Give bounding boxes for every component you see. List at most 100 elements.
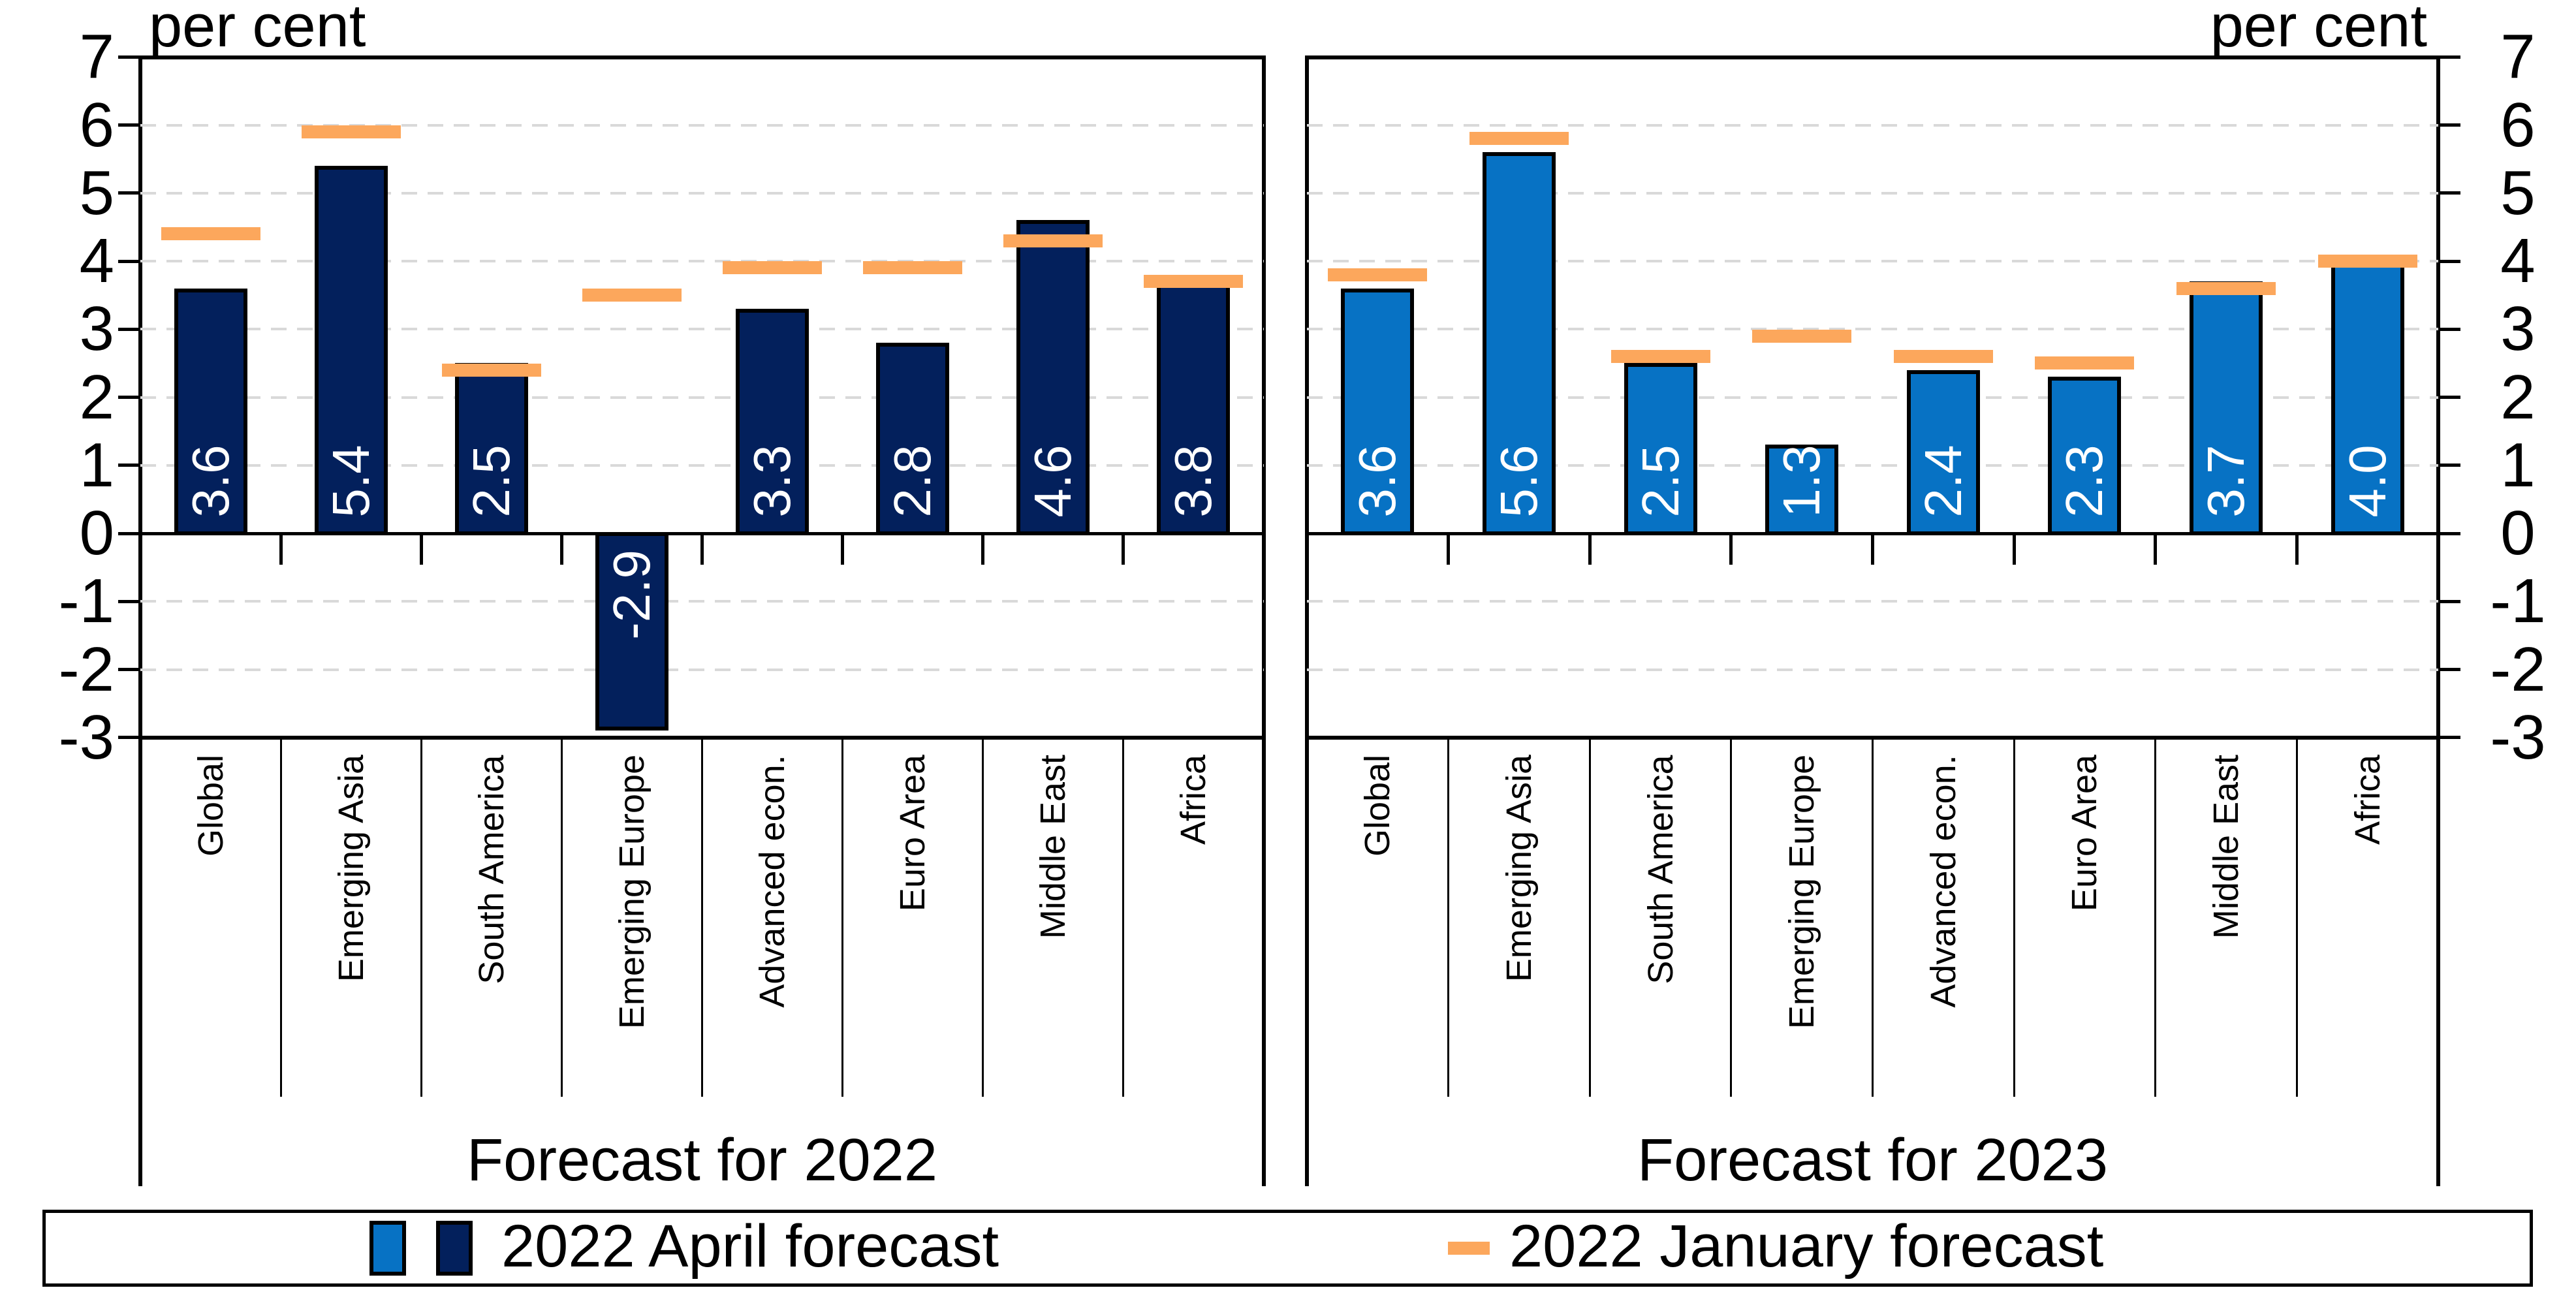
legend-dash-january <box>1448 1242 1490 1255</box>
january-forecast-dash <box>1469 132 1569 146</box>
category-label: Global <box>1358 754 1398 857</box>
y-axis-tick <box>118 123 140 127</box>
y-tick-label-right: 4 <box>2500 226 2536 296</box>
april-forecast-bar <box>174 288 247 535</box>
zero-line-tick <box>1122 533 1125 565</box>
category-label: Euro Area <box>893 754 933 912</box>
gridline <box>140 600 1264 603</box>
category-separator <box>2013 738 2015 1097</box>
category-separator <box>841 738 844 1097</box>
gridline <box>1307 396 2438 399</box>
bar-value-label: 3.3 <box>743 444 802 518</box>
january-forecast-dash <box>1610 349 1710 363</box>
zero-line-tick <box>1729 533 1733 565</box>
category-separator <box>701 738 703 1097</box>
unit-label-right: per cent <box>2210 0 2427 59</box>
zero-line-tick <box>981 533 985 565</box>
category-separator <box>2154 738 2157 1097</box>
bar-value-label: 3.6 <box>181 444 240 518</box>
y-tick-label-left: 6 <box>79 89 114 160</box>
y-tick-label-right: 1 <box>2500 430 2536 500</box>
y-axis-tick <box>2438 531 2460 535</box>
january-forecast-dash <box>582 289 682 302</box>
april-forecast-bar <box>1016 220 1090 535</box>
legend-label-january: 2022 January forecast <box>1509 1213 2104 1280</box>
category-separator <box>1588 738 1591 1097</box>
panel-left-border <box>138 57 142 1186</box>
april-forecast-bar <box>2190 281 2263 535</box>
gridline <box>1307 123 2438 127</box>
category-separator <box>1872 738 1874 1097</box>
january-forecast-dash <box>301 125 401 138</box>
january-forecast-dash <box>1328 268 1428 281</box>
category-label: Africa <box>2348 754 2387 845</box>
gridline <box>1307 260 2438 262</box>
panel-top-border <box>138 55 1266 59</box>
y-tick-label-left: 2 <box>79 362 114 432</box>
bar-value-label: 3.8 <box>1164 444 1223 518</box>
gridline <box>1307 464 2438 467</box>
zero-line-tick <box>419 533 423 565</box>
april-forecast-bar <box>314 166 388 535</box>
y-axis-tick <box>2438 327 2460 331</box>
y-axis-tick <box>2438 55 2460 59</box>
category-separator <box>1447 738 1450 1097</box>
april-forecast-bar <box>876 343 950 535</box>
y-tick-label-left: 0 <box>79 498 114 568</box>
y-tick-label-right: -2 <box>2490 634 2546 704</box>
category-label: Africa <box>1174 754 1214 845</box>
april-forecast-bar <box>2331 261 2404 535</box>
y-axis-tick <box>2438 599 2460 603</box>
panel-caption-2023: Forecast for 2023 <box>1637 1127 2109 1193</box>
april-forecast-bar <box>1482 152 1556 535</box>
january-forecast-dash <box>1144 275 1244 289</box>
y-axis-tick <box>118 327 140 331</box>
january-forecast-dash <box>161 227 260 241</box>
january-forecast-dash <box>2317 255 2417 268</box>
april-forecast-bar <box>2048 377 2122 535</box>
january-forecast-dash <box>441 363 541 377</box>
zero-line-tick <box>2012 533 2016 565</box>
gridline <box>140 191 1264 195</box>
bar-value-label: 2.4 <box>1913 444 1972 518</box>
january-forecast-dash <box>1003 234 1103 247</box>
y-axis-tick <box>118 668 140 671</box>
gridline <box>140 260 1264 262</box>
y-tick-label-right: 0 <box>2500 498 2536 568</box>
y-tick-label-left: 7 <box>79 22 114 92</box>
bar-value-label: 2.5 <box>462 444 520 518</box>
bar-value-label: 4.6 <box>1024 444 1082 518</box>
category-separator <box>2295 738 2298 1097</box>
category-label: Emerging Europe <box>1782 754 1822 1030</box>
y-tick-label-left: -3 <box>58 702 114 772</box>
gridline <box>1307 191 2438 195</box>
zero-line-tick <box>279 533 283 565</box>
april-forecast-bar <box>736 308 809 535</box>
april-forecast-bar <box>1906 369 1980 535</box>
category-separator <box>1730 738 1733 1097</box>
legend <box>42 1210 2533 1287</box>
y-tick-label-right: 3 <box>2500 294 2536 364</box>
zero-line-tick <box>1588 533 1592 565</box>
january-forecast-dash <box>2176 281 2276 295</box>
bar-value-label: 3.6 <box>1348 444 1407 518</box>
april-forecast-bar <box>1157 274 1231 535</box>
category-label: South America <box>471 754 511 984</box>
category-label: Advanced econ. <box>753 754 793 1008</box>
y-axis-tick <box>2438 464 2460 467</box>
bar-value-label: 1.3 <box>1772 444 1831 518</box>
category-label: South America <box>1641 754 1680 984</box>
january-forecast-dash <box>723 261 823 275</box>
gridline <box>1307 328 2438 331</box>
y-axis-tick <box>118 531 140 535</box>
gridline <box>140 396 1264 399</box>
category-separator <box>560 738 563 1097</box>
category-label: Middle East <box>1033 754 1073 939</box>
y-tick-label-left: 1 <box>79 430 114 500</box>
category-separator <box>1122 738 1125 1097</box>
category-separator <box>420 738 422 1097</box>
gridline <box>140 123 1264 127</box>
y-axis-tick <box>118 259 140 263</box>
y-tick-label-left: -2 <box>58 634 114 704</box>
